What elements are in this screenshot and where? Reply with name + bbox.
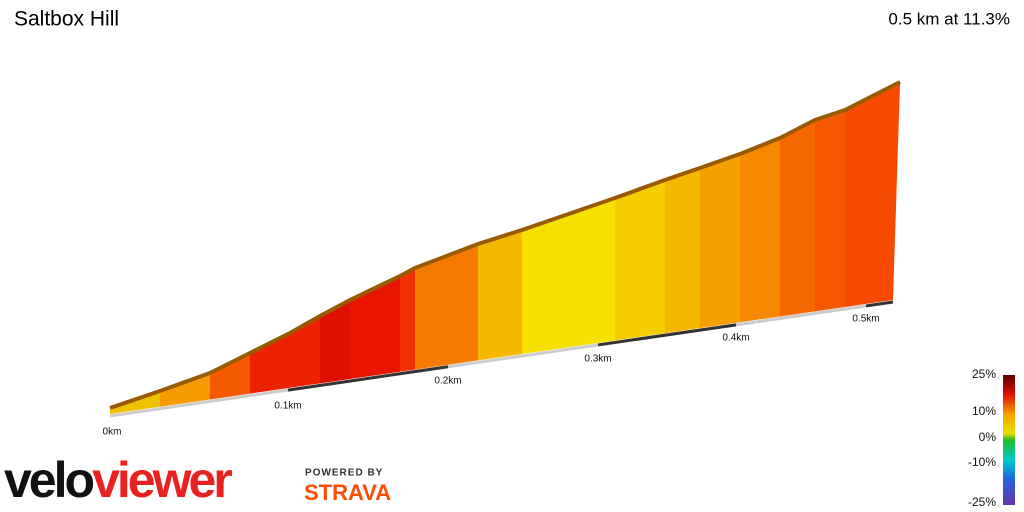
gradient-segment: [522, 200, 615, 355]
gradient-segment: [160, 375, 210, 407]
gradient-legend: 25% 10% 0% -10% -25%: [968, 367, 996, 509]
gradient-legend-bar: [1003, 375, 1015, 505]
profile-top-edge: [109, 80, 901, 410]
distance-label: 0.4km: [722, 333, 749, 344]
gradient-segment: [780, 122, 815, 317]
segment-summary: 0.5 km at 11.3%: [888, 9, 1010, 28]
gradient-segment: [415, 246, 478, 370]
gradient-segment: [665, 170, 700, 334]
distance-label: 0.3km: [584, 354, 611, 365]
gradient-segment: [320, 302, 350, 384]
distance-label: 0.2km: [434, 376, 461, 387]
gradient-segment: [210, 355, 250, 400]
gradient-segment: [478, 232, 522, 361]
distance-label: 0.1km: [274, 401, 301, 412]
gradient-segment: [815, 112, 845, 312]
legend-label: 25%: [972, 367, 996, 381]
gradient-segment: [740, 140, 780, 323]
distance-axis: [109, 300, 894, 418]
distance-axis-band: [597, 323, 737, 347]
legend-label: -10%: [968, 455, 996, 469]
distance-axis-band: [865, 300, 894, 308]
legend-label: 10%: [972, 404, 996, 418]
powered-by: POWERED BY: [305, 468, 383, 479]
gradient-segment: [350, 278, 400, 380]
logo: veloviewer: [4, 452, 232, 508]
elevation-profile: [109, 80, 901, 418]
distance-labels: 0km 0.1km 0.2km 0.3km 0.4km 0.5km: [103, 314, 880, 438]
gradient-segment: [615, 182, 665, 341]
gradient-segment: [400, 270, 415, 372]
distance-label: 0.5km: [852, 314, 879, 325]
distance-label: 0km: [103, 427, 122, 438]
distance-axis-band: [287, 365, 449, 392]
strava-logo: STRAVA: [304, 480, 391, 505]
legend-label: 0%: [979, 430, 997, 444]
gradient-segment: [110, 393, 160, 414]
logo-viewer: viewer: [92, 452, 232, 508]
gradient-segment: [250, 318, 320, 394]
logo-velo: velo: [4, 452, 94, 508]
gradient-segment: [700, 156, 740, 329]
gradient-segment: [845, 84, 900, 307]
legend-label: -25%: [968, 495, 996, 509]
segment-title: Saltbox Hill: [14, 8, 119, 31]
